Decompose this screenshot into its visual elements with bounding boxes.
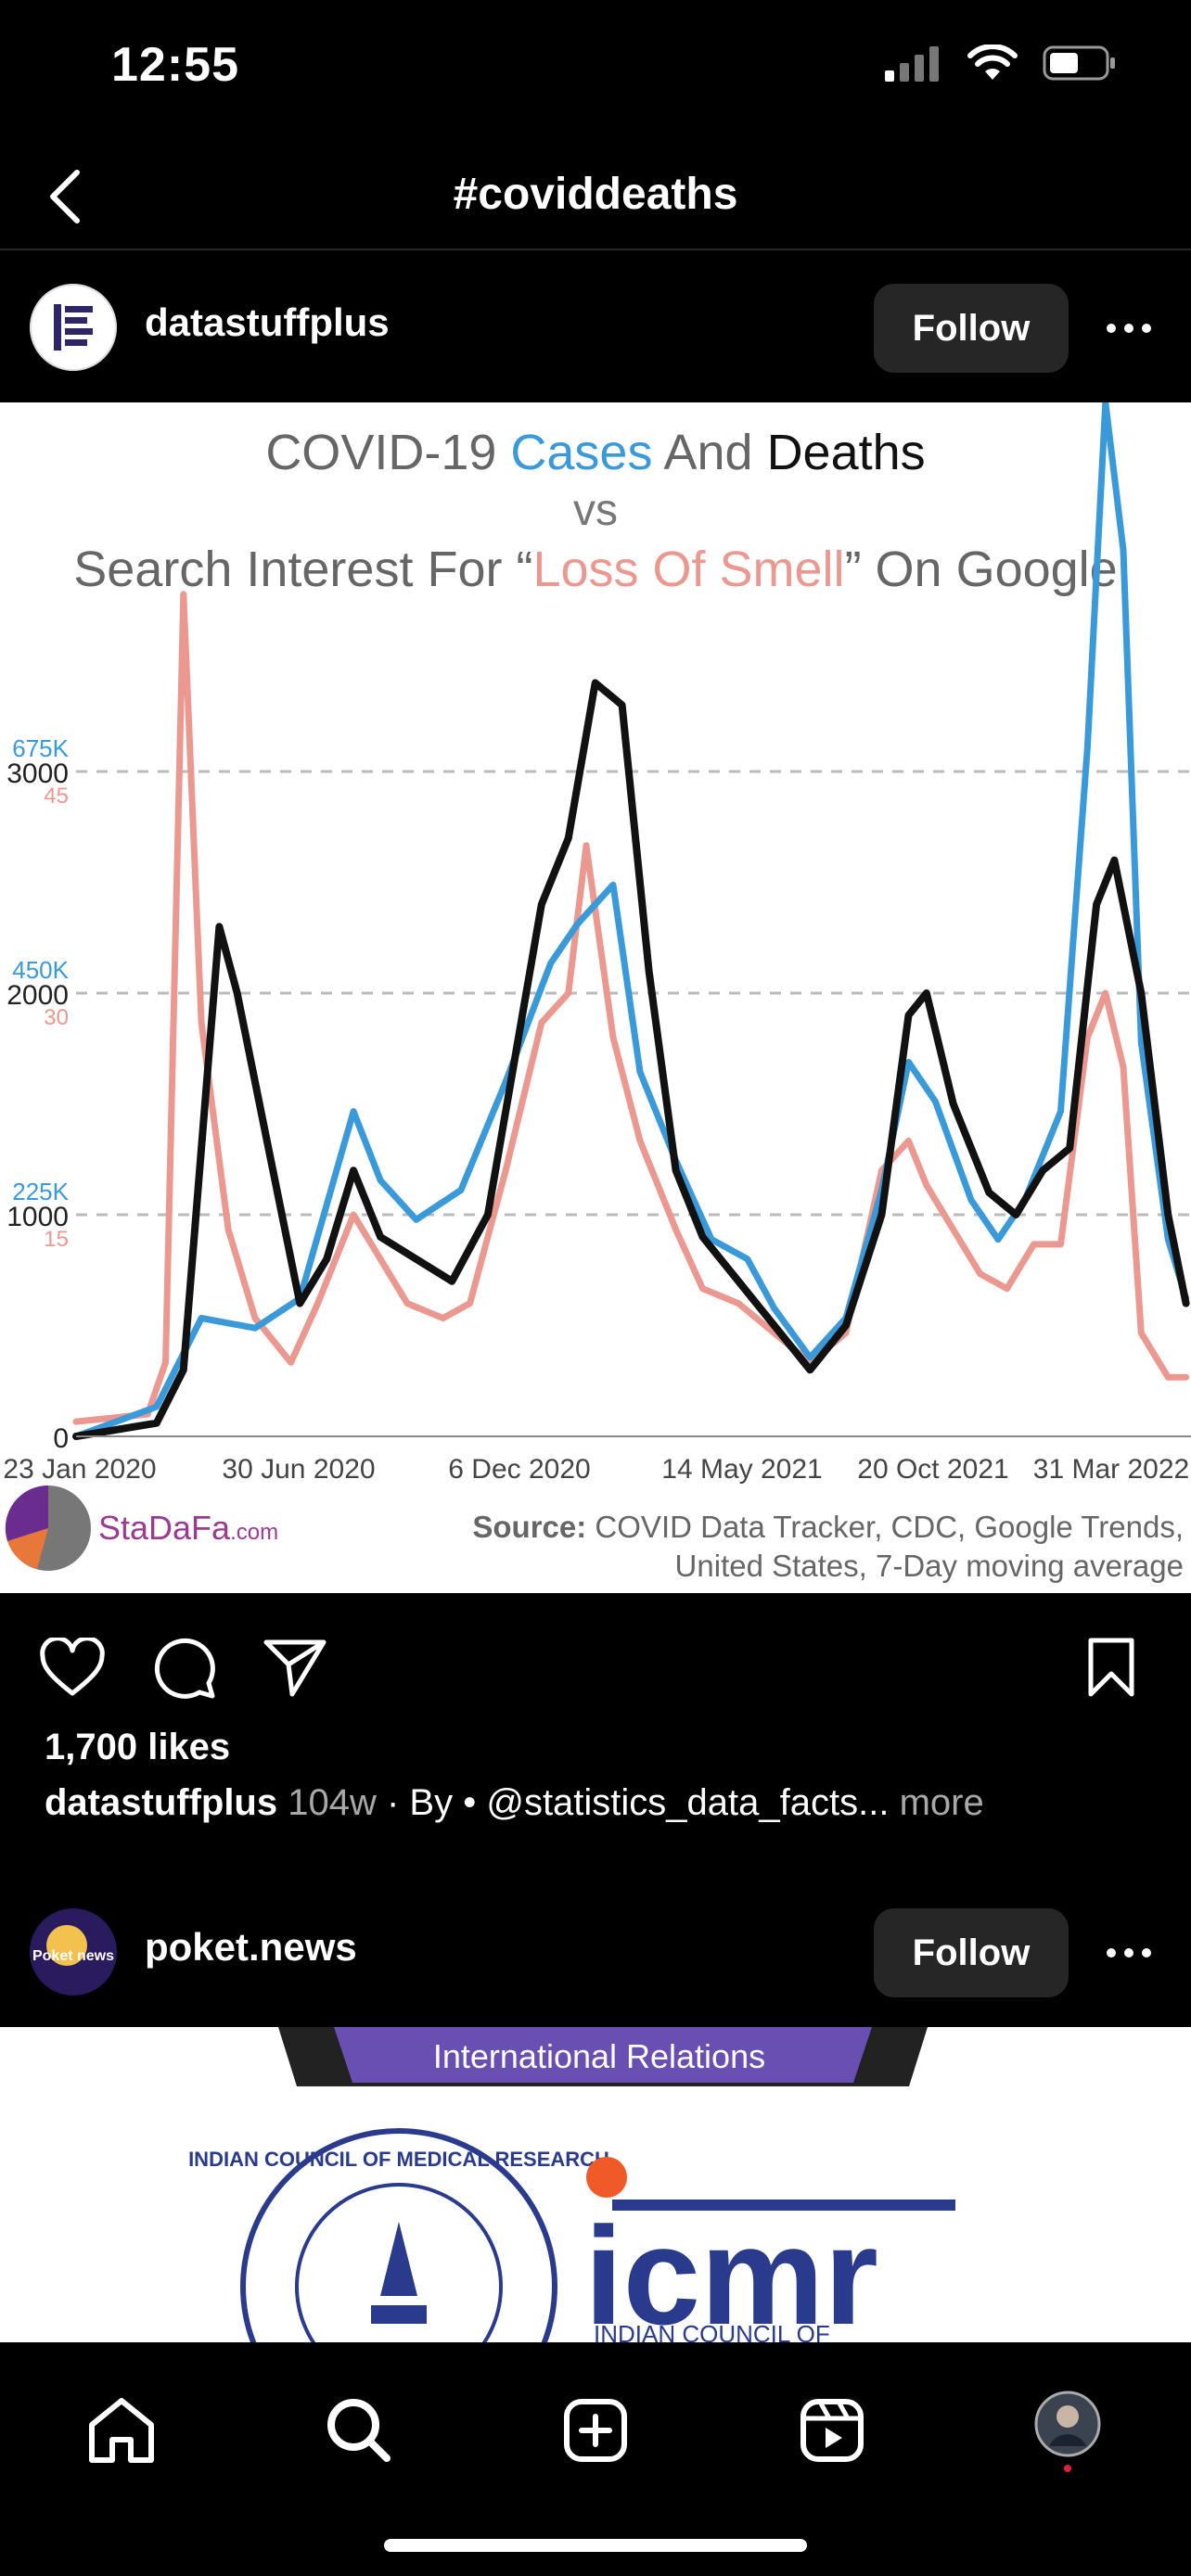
send-icon	[263, 1639, 327, 1697]
brand-name: StaDaFa.com	[98, 1509, 278, 1547]
home-icon	[89, 2398, 154, 2463]
chart-source: Source: COVID Data Tracker, CDC, Google …	[472, 1510, 1184, 1544]
chart-y-ticks: 0 1000 2000 3000 225K 450K 675K 15 30 45	[6, 734, 69, 1454]
post2-username[interactable]: poket.news	[145, 1925, 357, 1969]
post2-more-options-button[interactable]	[1095, 1925, 1163, 1981]
nav-search[interactable]	[308, 2379, 410, 2481]
y-tick-smell: 45	[44, 784, 69, 809]
x-tick: 6 Dec 2020	[448, 1454, 590, 1485]
svg-text:Poket news: Poket news	[32, 1948, 114, 1964]
svg-text:INDIAN COUNCIL OF MEDICAL RESE: INDIAN COUNCIL OF MEDICAL RESEARCH	[188, 2148, 609, 2171]
heart-icon	[40, 1638, 105, 1696]
status-icons	[885, 44, 1117, 86]
wifi-icon	[967, 44, 1018, 86]
post-username[interactable]: datastuffplus	[145, 300, 390, 344]
chart-series	[72, 402, 1190, 1440]
series-line-smell	[72, 591, 1190, 1425]
more-options-button[interactable]	[1095, 300, 1163, 356]
save-button[interactable]	[1074, 1630, 1148, 1704]
icmr-dot	[586, 2157, 627, 2198]
caption-timestamp: 104w	[288, 1782, 377, 1823]
covid-chart: COVID-19 Cases And Deaths vs Search Inte…	[0, 402, 1191, 1593]
x-tick: 30 Jun 2020	[222, 1454, 375, 1485]
status-bar: 12:55	[0, 0, 1191, 139]
more-dots-icon	[1107, 324, 1151, 333]
x-tick: 20 Oct 2021	[857, 1454, 1008, 1485]
post-actions	[0, 1613, 1191, 1706]
chart-gridlines	[76, 770, 1191, 1217]
top-header: #coviddeaths	[0, 148, 1191, 250]
nav-reels[interactable]	[781, 2379, 883, 2481]
search-icon	[327, 2399, 391, 2462]
chart-title-vs: vs	[573, 486, 618, 535]
post-caption[interactable]: datastuffplus 104w · By • @statistics_da…	[45, 1782, 984, 1824]
nav-home[interactable]	[70, 2379, 173, 2481]
post2-follow-button[interactable]: Follow	[874, 1908, 1069, 1997]
post-header: datastuffplus Follow	[0, 252, 1191, 401]
chart-title-line3: Search Interest For “Loss Of Smell” On G…	[73, 542, 1117, 597]
bookmark-icon	[1088, 1638, 1134, 1697]
post2-header: Poket news poket.news Follow	[0, 1877, 1191, 2025]
post-image[interactable]: COVID-19 Cases And Deaths vs Search Inte…	[0, 402, 1191, 1593]
y-tick-cases: 225K	[12, 1178, 69, 1205]
cellular-signal-icon	[885, 45, 942, 86]
reels-icon	[800, 2399, 864, 2462]
y-tick-smell: 30	[44, 1005, 69, 1030]
icmr-logo-text: icmr	[584, 2198, 878, 2342]
caption-more-link[interactable]: more	[889, 1782, 984, 1823]
y-tick-deaths: 3000	[6, 759, 69, 789]
page-title: #coviddeaths	[453, 170, 738, 219]
chart-x-ticks: 23 Jan 2020 30 Jun 2020 6 Dec 2020 14 May 2…	[3, 1454, 1189, 1485]
nav-create[interactable]	[544, 2379, 647, 2481]
comment-icon	[154, 1638, 215, 1699]
banner-stripes	[278, 2027, 928, 2086]
profile-avatar	[1034, 2391, 1101, 2472]
back-button[interactable]	[28, 159, 102, 234]
poket-news-logo-icon: Poket news	[31, 1909, 116, 1995]
chevron-left-icon	[50, 170, 80, 223]
x-tick: 31 Mar 2022	[1033, 1454, 1189, 1485]
icmr-seal-icon: INDIAN COUNCIL OF MEDICAL RESEARCH	[188, 2128, 609, 2342]
post2-graphic: International Relations INDIAN COUNCIL O…	[0, 2027, 1191, 2342]
caption-text: · By • @statistics_data_facts...	[376, 1782, 890, 1823]
more-dots-icon	[1107, 1948, 1151, 1958]
battery-icon	[1043, 45, 1117, 86]
like-button[interactable]	[35, 1630, 109, 1704]
x-tick: 14 May 2021	[661, 1454, 822, 1485]
series-line-cases	[72, 402, 1190, 1440]
chart-title-line1: COVID-19 Cases And Deaths	[265, 425, 925, 480]
caption-username[interactable]: datastuffplus	[45, 1782, 278, 1823]
y-tick-deaths: 2000	[6, 980, 69, 1011]
avatar[interactable]	[30, 284, 117, 371]
icmr-bar	[612, 2200, 955, 2211]
post2-image[interactable]: International Relations INDIAN COUNCIL O…	[0, 2027, 1191, 2342]
likes-count[interactable]: 1,700 likes	[45, 1727, 231, 1767]
y-tick-cases: 675K	[12, 734, 69, 762]
stadafa-logo-icon	[5, 1485, 91, 1571]
y-tick-cases: 450K	[12, 956, 69, 984]
series-line-deaths	[72, 679, 1190, 1440]
share-button[interactable]	[258, 1630, 332, 1704]
add-post-icon	[564, 2399, 627, 2462]
y-tick-deaths: 1000	[6, 1202, 69, 1232]
y-tick-deaths: 0	[53, 1423, 69, 1454]
y-tick-smell: 15	[44, 1227, 69, 1252]
bottom-nav	[0, 2342, 1191, 2576]
post2-avatar[interactable]: Poket news	[30, 1908, 117, 1996]
datastuffplus-logo-icon	[30, 284, 117, 371]
follow-button[interactable]: Follow	[874, 284, 1069, 373]
banner-text: International Relations	[433, 2037, 765, 2075]
x-tick: 23 Jan 2020	[3, 1454, 156, 1485]
home-indicator	[384, 2539, 807, 2552]
comment-button[interactable]	[147, 1630, 221, 1704]
icmr-subtext: INDIAN COUNCIL OF	[594, 2320, 830, 2342]
chart-source-line2: United States, 7-Day moving average	[675, 1549, 1184, 1583]
status-time: 12:55	[111, 38, 239, 92]
nav-profile[interactable]	[1017, 2379, 1119, 2481]
